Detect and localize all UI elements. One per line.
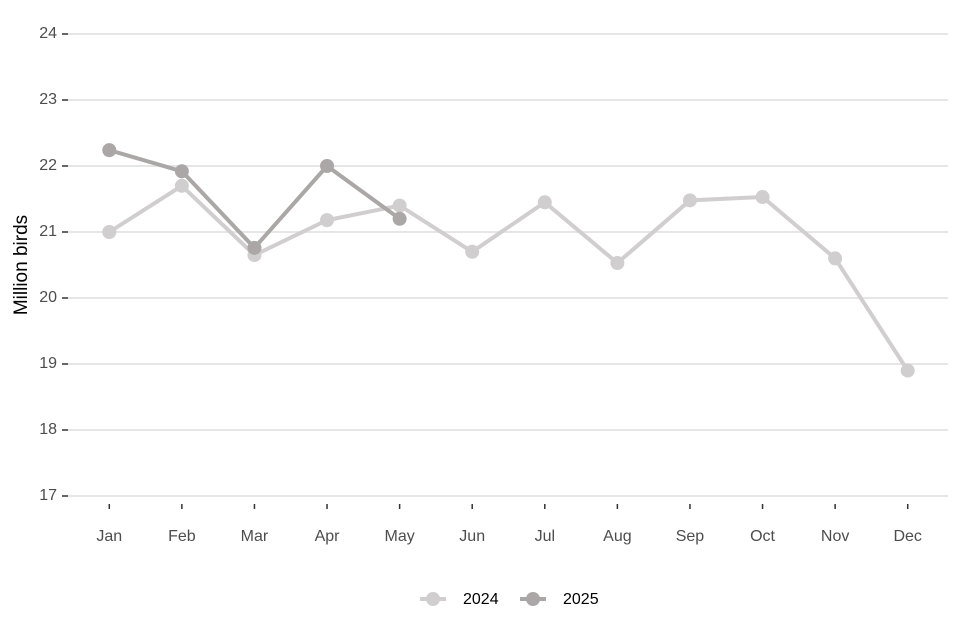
legend-label: 2024 xyxy=(463,591,499,608)
data-point xyxy=(900,363,915,378)
x-tick-label: May xyxy=(385,528,415,545)
x-tick-label: Feb xyxy=(168,528,196,545)
data-point xyxy=(392,211,407,226)
data-point xyxy=(755,190,770,205)
x-tick-label: Aug xyxy=(603,528,631,545)
data-point xyxy=(465,244,480,259)
x-tick-label: Jan xyxy=(96,528,122,545)
data-point xyxy=(537,195,552,210)
y-tick-label: 21 xyxy=(39,223,57,240)
data-point xyxy=(102,225,117,239)
legend-marker xyxy=(426,592,440,606)
x-tick-label: Jul xyxy=(535,528,555,545)
legend-marker xyxy=(526,592,540,606)
series-line xyxy=(108,183,910,372)
x-tick-label: Mar xyxy=(241,528,269,545)
y-axis-label: Million birds xyxy=(11,215,32,315)
x-tick-label: Jun xyxy=(459,528,485,545)
series-line xyxy=(108,148,401,250)
y-tick-label: 18 xyxy=(39,421,57,438)
y-tick-label: 19 xyxy=(39,355,57,372)
y-tick-label: 22 xyxy=(39,157,57,174)
x-tick-label: Sep xyxy=(676,528,705,545)
data-point xyxy=(320,159,335,173)
data-point xyxy=(610,256,625,271)
data-point xyxy=(247,240,262,255)
legend-label: 2025 xyxy=(563,591,599,608)
data-point xyxy=(392,198,407,213)
data-point xyxy=(320,213,335,228)
y-tick-label: 24 xyxy=(39,25,57,42)
data-point xyxy=(174,178,189,193)
x-tick-label: Dec xyxy=(893,528,921,545)
x-tick-label: Oct xyxy=(750,528,775,545)
data-point xyxy=(174,164,189,179)
y-tick-label: 23 xyxy=(39,91,57,108)
x-tick-label: Nov xyxy=(821,528,849,545)
data-point xyxy=(102,143,117,158)
data-point xyxy=(828,251,843,266)
data-point xyxy=(682,193,697,208)
x-tick-label: Apr xyxy=(315,528,341,545)
y-tick-label: 20 xyxy=(39,289,57,306)
y-tick-label: 17 xyxy=(39,487,57,504)
